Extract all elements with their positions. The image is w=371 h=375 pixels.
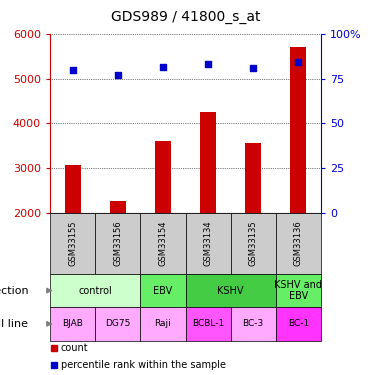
Bar bbox=[155, 141, 171, 213]
Point bbox=[250, 65, 256, 71]
Text: GSM33135: GSM33135 bbox=[249, 220, 258, 266]
Bar bbox=[186, 307, 231, 340]
Bar bbox=[140, 274, 186, 307]
Text: Raji: Raji bbox=[155, 320, 171, 328]
Bar bbox=[95, 213, 140, 274]
Text: GSM33134: GSM33134 bbox=[204, 220, 213, 266]
Text: BJAB: BJAB bbox=[62, 320, 83, 328]
Bar bbox=[50, 274, 140, 307]
Text: GSM33154: GSM33154 bbox=[158, 221, 167, 266]
Bar bbox=[276, 307, 321, 340]
Text: GDS989 / 41800_s_at: GDS989 / 41800_s_at bbox=[111, 10, 260, 24]
Bar bbox=[110, 201, 126, 213]
Text: percentile rank within the sample: percentile rank within the sample bbox=[61, 360, 226, 370]
Text: GSM33155: GSM33155 bbox=[68, 221, 77, 266]
Text: cell line: cell line bbox=[0, 319, 29, 329]
Bar bbox=[65, 165, 81, 213]
Bar bbox=[50, 213, 95, 274]
Bar bbox=[231, 307, 276, 340]
Bar bbox=[290, 47, 306, 213]
Bar bbox=[186, 213, 231, 274]
Bar bbox=[140, 213, 186, 274]
Bar bbox=[276, 274, 321, 307]
Text: control: control bbox=[78, 285, 112, 296]
Point bbox=[205, 61, 211, 67]
Bar bbox=[231, 213, 276, 274]
Bar bbox=[186, 274, 276, 307]
Text: BC-1: BC-1 bbox=[288, 320, 309, 328]
Bar bbox=[50, 307, 95, 340]
Text: KSHV and
EBV: KSHV and EBV bbox=[274, 280, 322, 302]
Point bbox=[160, 64, 166, 70]
Text: GSM33156: GSM33156 bbox=[113, 220, 122, 266]
Text: EBV: EBV bbox=[153, 285, 173, 296]
Point bbox=[70, 67, 76, 73]
Text: GSM33136: GSM33136 bbox=[294, 220, 303, 266]
Bar bbox=[200, 112, 216, 213]
Bar bbox=[95, 307, 140, 340]
Text: infection: infection bbox=[0, 285, 29, 296]
Text: BC-3: BC-3 bbox=[243, 320, 264, 328]
Text: DG75: DG75 bbox=[105, 320, 131, 328]
Bar bbox=[245, 143, 261, 213]
Bar bbox=[140, 307, 186, 340]
Text: KSHV: KSHV bbox=[217, 285, 244, 296]
Bar bbox=[276, 213, 321, 274]
Text: BCBL-1: BCBL-1 bbox=[192, 320, 224, 328]
Point bbox=[295, 60, 301, 66]
Text: count: count bbox=[61, 343, 89, 353]
Point bbox=[115, 72, 121, 78]
